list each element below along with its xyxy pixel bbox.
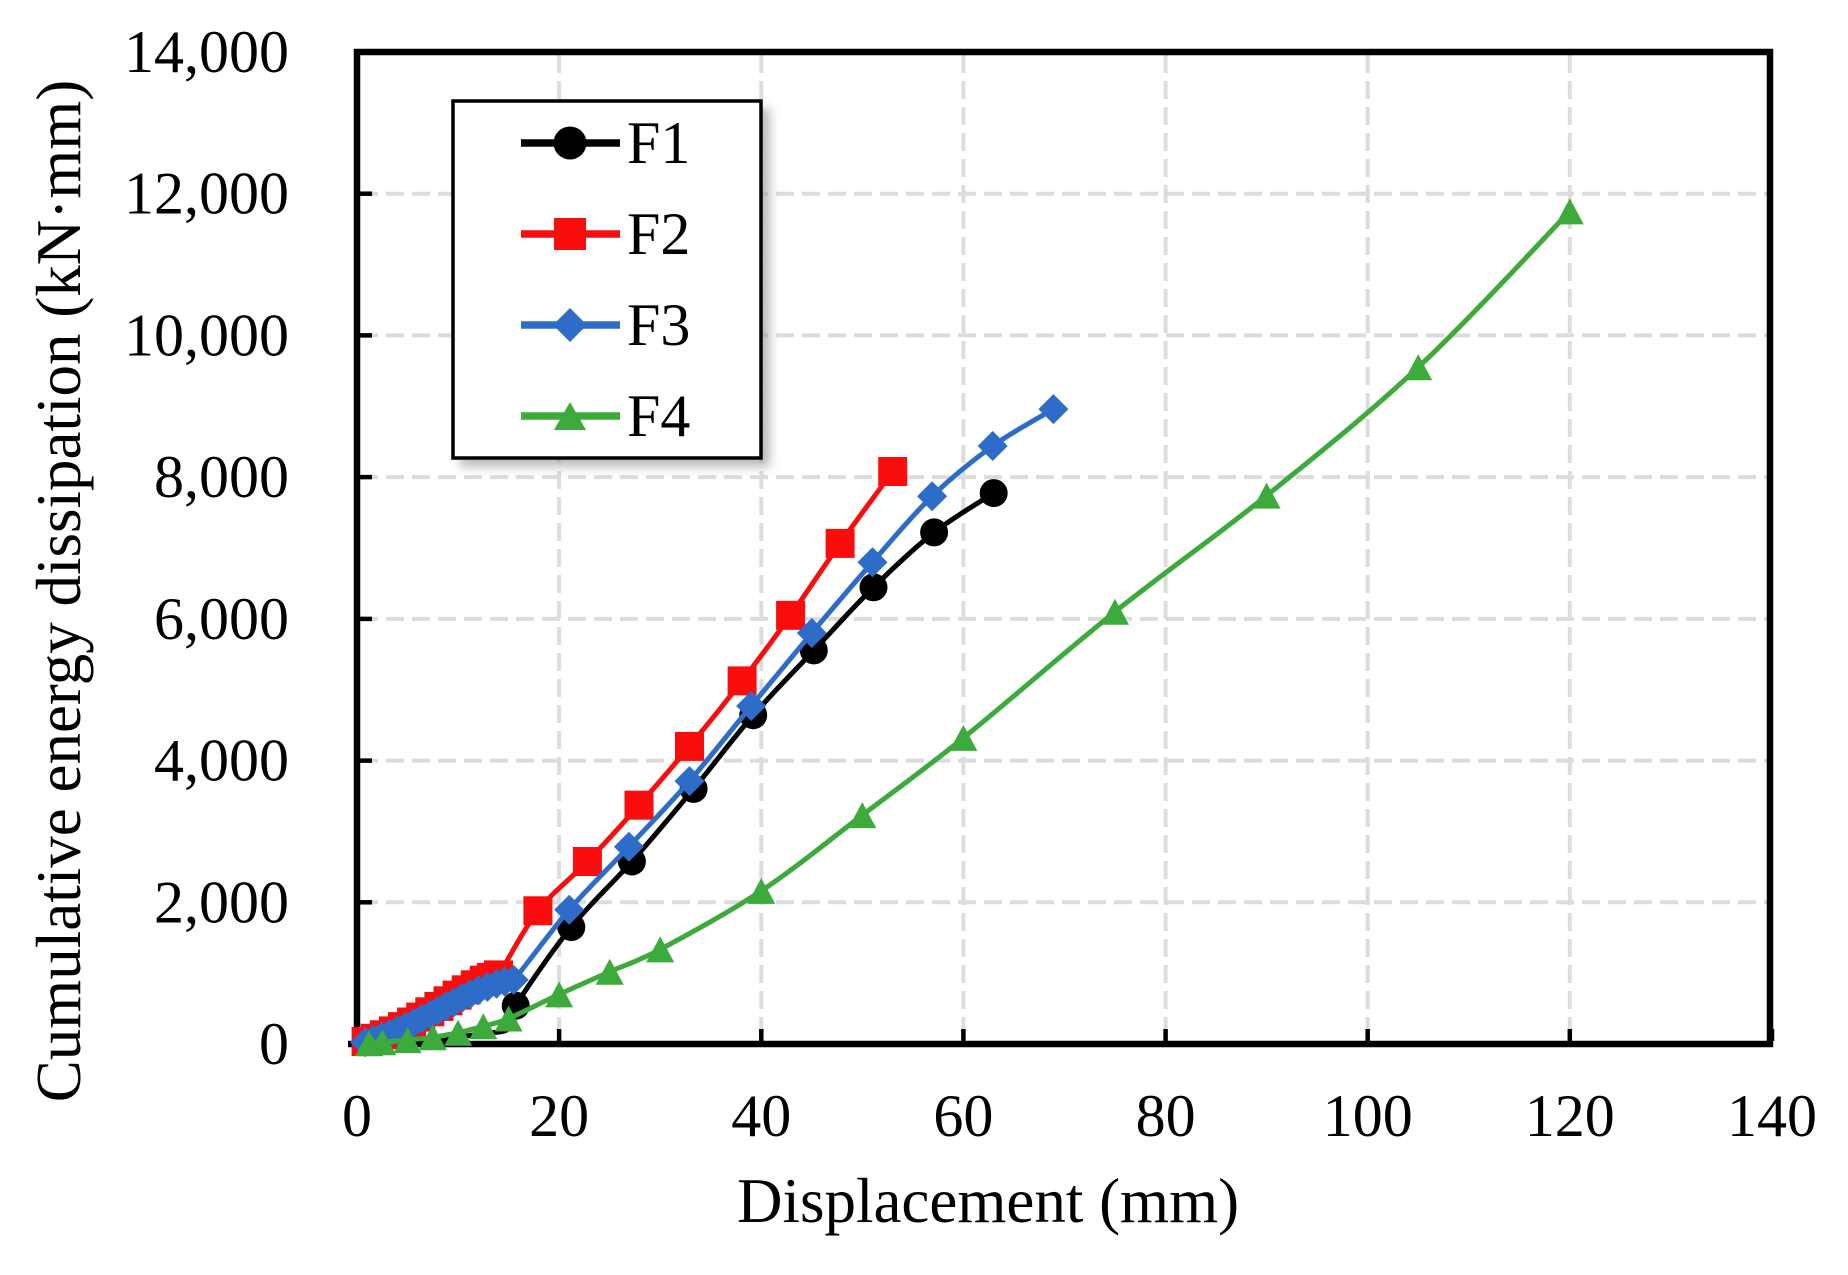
svg-text:0: 0 [259, 1011, 289, 1077]
svg-text:140: 140 [1727, 1083, 1817, 1149]
svg-text:4,000: 4,000 [154, 728, 289, 794]
svg-text:8,000: 8,000 [154, 444, 289, 510]
svg-text:F2: F2 [627, 201, 690, 267]
svg-text:F3: F3 [627, 292, 690, 358]
svg-text:14,000: 14,000 [124, 19, 289, 85]
svg-text:F1: F1 [627, 110, 690, 176]
svg-text:Cumulative energy dissipation: Cumulative energy dissipation (kN·mm) [24, 80, 94, 1102]
svg-text:100: 100 [1323, 1083, 1413, 1149]
svg-text:80: 80 [1136, 1083, 1196, 1149]
svg-text:20: 20 [529, 1083, 589, 1149]
svg-text:40: 40 [731, 1083, 791, 1149]
svg-text:12,000: 12,000 [124, 161, 289, 227]
svg-text:F4: F4 [627, 383, 690, 449]
svg-text:0: 0 [342, 1083, 372, 1149]
svg-text:Displacement (mm): Displacement (mm) [737, 1166, 1239, 1236]
svg-text:120: 120 [1525, 1083, 1615, 1149]
svg-text:60: 60 [933, 1083, 993, 1149]
svg-text:6,000: 6,000 [154, 586, 289, 652]
svg-text:10,000: 10,000 [124, 302, 289, 368]
svg-text:2,000: 2,000 [154, 869, 289, 935]
